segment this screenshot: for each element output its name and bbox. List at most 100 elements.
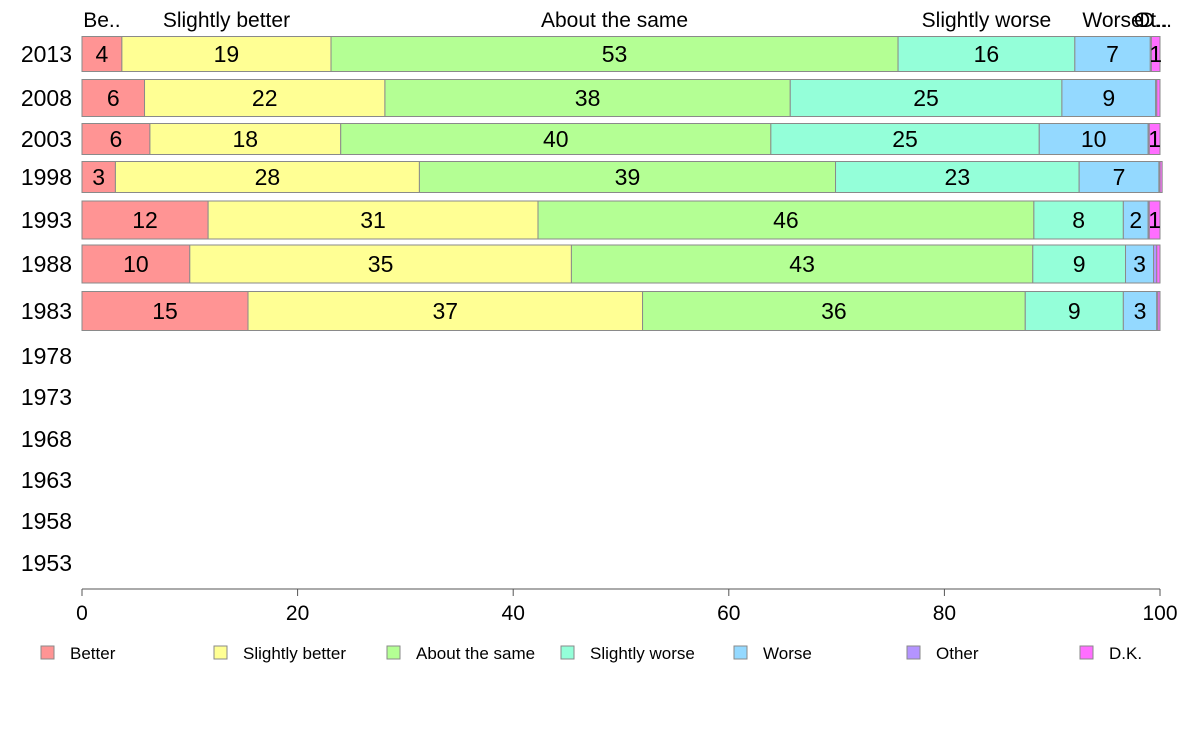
bar-segment-slightly-better-2013 bbox=[121, 36, 332, 72]
bar-segment-about-the-same-1993 bbox=[537, 200, 1035, 240]
segment-labels-layer: 4 19 53 16 7 16 22 38 25 96 18 40 25 10 13 28 39 23 712 31 4… bbox=[92, 41, 1162, 324]
data-label-slightly-better-1983: 37 bbox=[432, 298, 458, 324]
bar-segment-about-the-same-1998 bbox=[418, 161, 837, 193]
bar-segment-d-k--1998 bbox=[1159, 161, 1163, 193]
column-header-about-the-same: About the same bbox=[541, 9, 688, 32]
x-tick-label-60: 60 bbox=[717, 602, 740, 625]
x-tick-label-40: 40 bbox=[502, 602, 525, 625]
bar-segment-better-1983 bbox=[81, 291, 249, 331]
data-label-about-the-same-2008: 38 bbox=[575, 85, 601, 111]
data-label-slightly-worse-1998: 23 bbox=[945, 164, 971, 190]
data-label-slightly-better-1998: 28 bbox=[255, 164, 281, 190]
bar-segment-better-2003 bbox=[81, 123, 151, 155]
data-label-slightly-worse-1993: 8 bbox=[1072, 207, 1085, 233]
data-label-about-the-same-2013: 53 bbox=[602, 41, 628, 67]
y-tick-label-1978: 1978 bbox=[21, 343, 72, 369]
data-label-slightly-worse-2003: 25 bbox=[892, 126, 918, 152]
y-tick-label-1963: 1963 bbox=[21, 467, 72, 493]
legend-swatch-about-the-same bbox=[386, 645, 401, 660]
bar-segment-about-the-same-1983 bbox=[642, 291, 1026, 331]
x-axis: 0 20 40 60 80 100 bbox=[76, 588, 1178, 625]
data-label-better-1998: 3 bbox=[92, 164, 105, 190]
data-label-slightly-better-2003: 18 bbox=[233, 126, 259, 152]
legend-swatch-worse bbox=[733, 645, 748, 660]
data-label-slightly-worse-1988: 9 bbox=[1073, 251, 1086, 277]
legend-swatch-better bbox=[40, 645, 55, 660]
bar-segment-worse-1998 bbox=[1078, 161, 1160, 193]
bar-segment-slightly-better-1998 bbox=[114, 161, 420, 193]
y-tick-label-1968: 1968 bbox=[21, 426, 72, 452]
bar-segment-d-k--2003 bbox=[1148, 123, 1161, 155]
column-header-d-k-: D... bbox=[1139, 9, 1172, 32]
bar-segment-d-k--2008 bbox=[1156, 79, 1161, 117]
legend-label-about-the-same: About the same bbox=[416, 644, 535, 663]
data-label-worse-2008: 9 bbox=[1102, 85, 1115, 111]
x-tick-label-80: 80 bbox=[933, 602, 956, 625]
x-tick-label-100: 100 bbox=[1142, 602, 1177, 625]
legend-label-worse: Worse bbox=[763, 644, 812, 663]
bar-segment-d-k--1993 bbox=[1148, 200, 1161, 240]
data-label-better-1988: 10 bbox=[123, 251, 149, 277]
data-label-worse-2003: 10 bbox=[1081, 126, 1107, 152]
data-label-d-k--2013: 1 bbox=[1149, 41, 1162, 67]
bar-segment-slightly-better-2003 bbox=[149, 123, 342, 155]
y-tick-label-1988: 1988 bbox=[21, 251, 72, 277]
bar-segment-slightly-better-1983 bbox=[247, 291, 644, 331]
bar-segment-slightly-worse-1998 bbox=[835, 161, 1080, 193]
legend-label-better: Better bbox=[70, 644, 116, 663]
bar-segment-about-the-same-2003 bbox=[340, 123, 772, 155]
column-header-slightly-worse: Slightly worse bbox=[922, 9, 1052, 32]
data-label-worse-1988: 3 bbox=[1133, 251, 1146, 277]
x-tick-label-20: 20 bbox=[286, 602, 309, 625]
x-tick-label-0: 0 bbox=[76, 602, 88, 625]
bar-segment-better-1998 bbox=[81, 161, 116, 193]
bar-segment-better-2008 bbox=[81, 79, 146, 117]
bar-segment-about-the-same-1988 bbox=[570, 244, 1034, 284]
bar-segment-slightly-better-1988 bbox=[189, 244, 572, 284]
bar-segment-slightly-worse-2003 bbox=[770, 123, 1040, 155]
y-tick-label-2003: 2003 bbox=[21, 126, 72, 152]
y-tick-label-1998: 1998 bbox=[21, 164, 72, 190]
bar-segment-better-1988 bbox=[81, 244, 191, 284]
legend-label-other: Other bbox=[936, 644, 979, 663]
legend-swatch-slightly-better bbox=[213, 645, 228, 660]
data-label-slightly-better-1993: 31 bbox=[360, 207, 386, 233]
bar-segment-about-the-same-2008 bbox=[384, 79, 791, 117]
y-axis-labels: 2013 2008 2003 1998 1993 1988 1983 1978 1973 1968… bbox=[21, 41, 72, 576]
data-label-slightly-worse-2013: 16 bbox=[974, 41, 1000, 67]
data-label-better-1993: 12 bbox=[132, 207, 158, 233]
data-label-d-k--1993: 1 bbox=[1148, 207, 1161, 233]
y-tick-label-2008: 2008 bbox=[21, 85, 72, 111]
bar-segment-d-k--1988 bbox=[1156, 244, 1161, 284]
column-header-other: Ot.. bbox=[1134, 9, 1168, 32]
bar-segment-slightly-better-1993 bbox=[207, 200, 539, 240]
data-label-better-2003: 6 bbox=[110, 126, 123, 152]
bar-segment-worse-2013 bbox=[1074, 36, 1151, 72]
column-header-slightly-better: Slightly better bbox=[163, 9, 290, 32]
bar-segment-worse-1988 bbox=[1125, 244, 1155, 284]
data-label-slightly-better-2008: 22 bbox=[252, 85, 278, 111]
data-label-about-the-same-1988: 43 bbox=[789, 251, 815, 277]
column-header-better: Be.. bbox=[83, 9, 120, 32]
data-label-about-the-same-1998: 39 bbox=[615, 164, 641, 190]
bar-segment-slightly-worse-1983 bbox=[1024, 291, 1124, 331]
data-label-slightly-worse-2008: 25 bbox=[913, 85, 939, 111]
bar-segment-d-k--2013 bbox=[1150, 36, 1161, 72]
bars-layer bbox=[81, 36, 1163, 331]
bar-segment-slightly-worse-2008 bbox=[789, 79, 1063, 117]
bar-segment-better-1993 bbox=[81, 200, 209, 240]
legend-label-slightly-better: Slightly better bbox=[243, 644, 346, 663]
legend: Better Slightly better About the same Sligh… bbox=[40, 644, 1142, 663]
data-label-about-the-same-1993: 46 bbox=[773, 207, 799, 233]
bar-segment-worse-2003 bbox=[1038, 123, 1149, 155]
bar-segment-worse-1993 bbox=[1122, 200, 1149, 240]
y-tick-label-1973: 1973 bbox=[21, 384, 72, 410]
data-label-worse-1983: 3 bbox=[1134, 298, 1147, 324]
legend-swatch-other bbox=[906, 645, 921, 660]
column-headers: Be.. Slightly better About the same Slightl… bbox=[83, 9, 1172, 32]
column-header-worse: Worse bbox=[1082, 9, 1142, 32]
y-tick-label-2013: 2013 bbox=[21, 41, 72, 67]
data-label-about-the-same-1983: 36 bbox=[821, 298, 847, 324]
data-label-better-2013: 4 bbox=[96, 41, 109, 67]
